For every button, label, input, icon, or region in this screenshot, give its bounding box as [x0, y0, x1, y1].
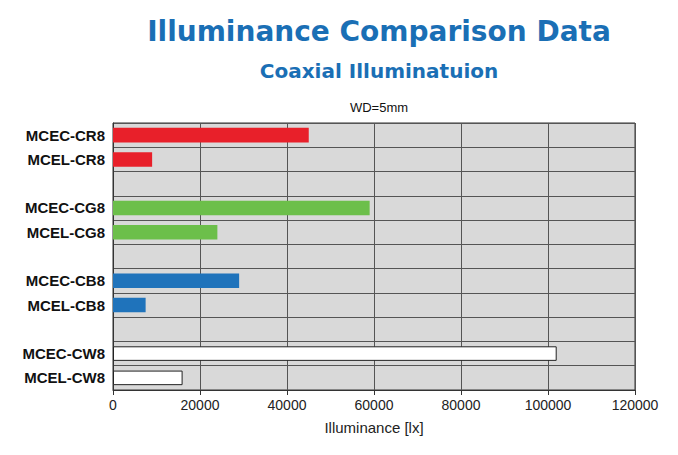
svg-text:20000: 20000: [181, 397, 220, 413]
svg-text:MCEL-CW8: MCEL-CW8: [24, 369, 105, 386]
svg-text:MCEC-CG8: MCEC-CG8: [25, 199, 105, 216]
svg-text:80000: 80000: [442, 397, 481, 413]
svg-text:60000: 60000: [355, 397, 394, 413]
svg-text:100000: 100000: [525, 397, 572, 413]
svg-text:120000: 120000: [612, 397, 659, 413]
svg-text:Coaxial Illuminatuion: Coaxial Illuminatuion: [260, 59, 498, 83]
svg-text:40000: 40000: [268, 397, 307, 413]
svg-text:MCEL-CR8: MCEL-CR8: [28, 151, 106, 168]
svg-text:Illuminance [lx]: Illuminance [lx]: [324, 419, 423, 436]
svg-text:Illuminance Comparison Data: Illuminance Comparison Data: [147, 15, 611, 48]
svg-text:0: 0: [109, 397, 117, 413]
svg-text:WD=5mm: WD=5mm: [350, 100, 408, 115]
svg-text:MCEL-CB8: MCEL-CB8: [28, 297, 106, 314]
svg-text:MCEC-CW8: MCEC-CW8: [23, 345, 106, 362]
svg-text:MCEL-CG8: MCEL-CG8: [27, 224, 105, 241]
svg-text:MCEC-CB8: MCEC-CB8: [26, 272, 105, 289]
svg-text:MCEC-CR8: MCEC-CR8: [26, 127, 105, 144]
